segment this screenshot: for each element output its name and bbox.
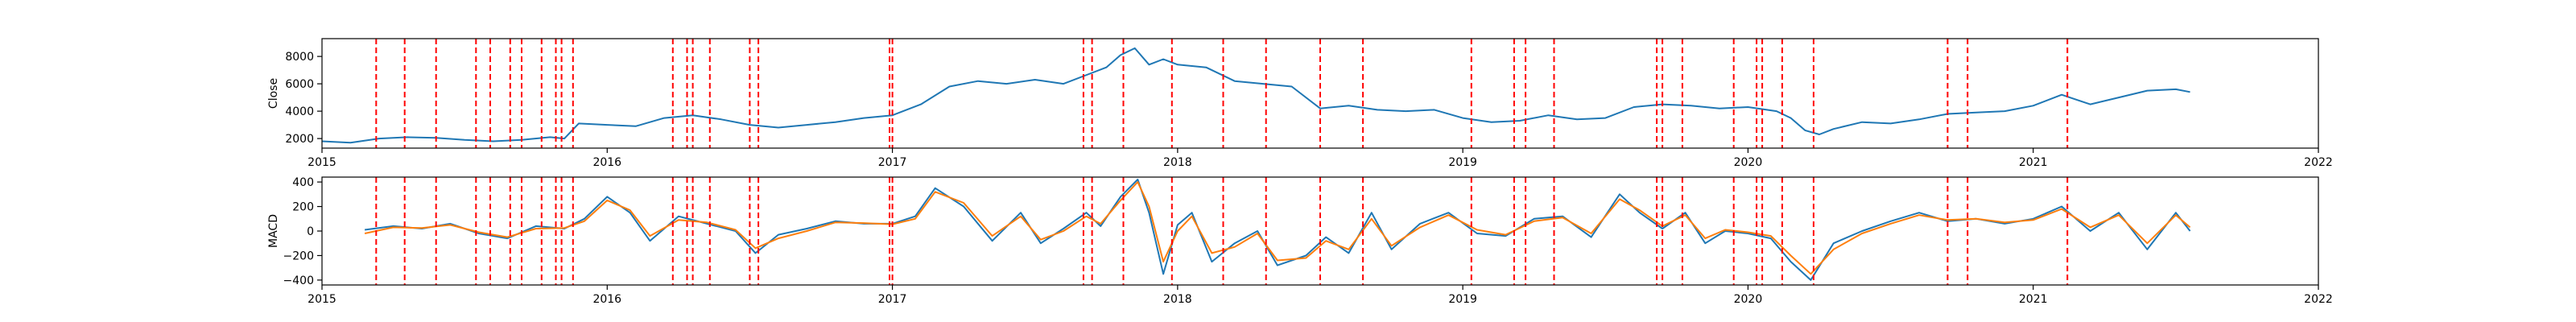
macd-axes-frame (321, 176, 2319, 286)
macd-x-tick-label: 2019 (1448, 293, 1477, 306)
close-price-x-tick-label: 2017 (878, 156, 907, 169)
close-price-x-tick-label: 2015 (308, 156, 336, 169)
macd-panel: 2015 2016 2017 2018 2019 2020 2021 2022 −400 −200… (267, 176, 2333, 306)
close-price-x-tick-label: 2016 (592, 156, 621, 169)
close-price-axes-ticks: 2015 2016 2017 2018 2019 2020 2021 2022 2000 4000… (285, 51, 2332, 169)
close-price-axes-frame (321, 38, 2319, 149)
macd-y-tick-label: 200 (292, 201, 314, 214)
close-price-plot-area (322, 39, 2190, 148)
close-price-x-tick-label: 2021 (2019, 156, 2048, 169)
macd-x-tick-label: 2022 (2304, 293, 2333, 306)
macd-x-tick-label: 2018 (1163, 293, 1192, 306)
close-price-x-tick-label: 2019 (1448, 156, 1477, 169)
macd-y-tick-label: −200 (283, 250, 314, 262)
macd-series-line-1 (364, 181, 2191, 275)
close-price-x-tick-label: 2020 (1734, 156, 1763, 169)
close-price-y-tick-label: 8000 (285, 51, 314, 64)
macd-y-tick-label: 0 (307, 225, 314, 238)
close-price-x-tick-label: 2018 (1163, 156, 1192, 169)
close-price-x-tick-label: 2022 (2304, 156, 2333, 169)
macd-x-tick-label: 2020 (1734, 293, 1763, 306)
close-price-y-axis-label: Close (267, 78, 280, 109)
close-price-y-tick-label: 4000 (285, 105, 314, 118)
close-price-y-tick-label: 6000 (285, 78, 314, 91)
macd-x-tick-label: 2017 (878, 293, 907, 306)
macd-series-line-0 (364, 179, 2191, 281)
macd-y-axis-label: MACD (267, 214, 280, 248)
macd-axes-ticks: 2015 2016 2017 2018 2019 2020 2021 2022 −400 −200… (283, 176, 2333, 306)
close-price-y-tick-label: 2000 (285, 133, 314, 146)
macd-plot-area (364, 177, 2191, 285)
macd-x-tick-label: 2016 (592, 293, 621, 306)
macd-y-tick-label: 400 (292, 176, 314, 189)
close-price-panel: 2015 2016 2017 2018 2019 2020 2021 2022 2000 4000… (267, 38, 2333, 169)
macd-x-tick-label: 2021 (2019, 293, 2048, 306)
macd-x-tick-label: 2015 (308, 293, 336, 306)
close-price-series-line-0 (322, 47, 2190, 144)
macd-y-tick-label: −400 (283, 275, 314, 287)
